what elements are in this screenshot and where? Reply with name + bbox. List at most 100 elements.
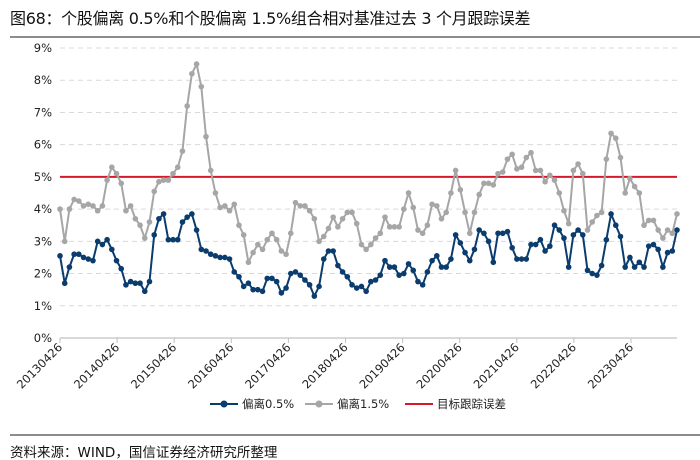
series-0-5-point xyxy=(575,227,581,233)
series-1-5-point xyxy=(580,170,586,177)
series-0-5-point xyxy=(349,282,355,288)
series-1-5-point xyxy=(612,135,619,142)
series-1-5-point xyxy=(325,225,332,232)
series-1-5-point xyxy=(636,190,643,196)
series-0-5-point xyxy=(127,278,134,285)
series-0-5-point xyxy=(466,257,473,264)
series-0-5-point xyxy=(542,248,548,254)
series-0-5-point xyxy=(189,211,195,217)
y-tick-label: 1% xyxy=(34,299,52,313)
series-1-5-point xyxy=(94,207,101,214)
series-1-5-point xyxy=(174,164,181,171)
series-1-5-point xyxy=(372,235,379,241)
series-1-5-point xyxy=(335,224,341,230)
series-0-5-point xyxy=(325,248,332,254)
x-tick-label: 20200426 xyxy=(414,340,465,391)
series-1-5-point xyxy=(674,211,680,217)
series-1-5-point xyxy=(556,190,563,196)
series-1-5-point xyxy=(245,259,252,266)
series-0-5-point xyxy=(71,251,77,258)
series-0-5-point xyxy=(353,285,360,291)
series-1-5-point xyxy=(212,190,219,196)
series-0-5-point xyxy=(287,270,294,277)
y-tick-label: 5% xyxy=(34,170,52,184)
series-1-5-point xyxy=(156,178,162,185)
series-1-5-point xyxy=(137,222,143,229)
series-1-5-point xyxy=(532,167,539,174)
series-0-5-point xyxy=(481,230,487,237)
series-1-5-point xyxy=(330,214,336,220)
series-0-5-point xyxy=(94,238,101,245)
series-1-5-point xyxy=(631,183,638,190)
series-1-5-point xyxy=(490,182,497,188)
series-1-5-point xyxy=(401,206,407,212)
series-1-5-point xyxy=(170,170,176,177)
legend-label: 偏离1.5% xyxy=(337,397,389,411)
series-0-5-point xyxy=(584,267,591,274)
x-tick-label: 20160426 xyxy=(185,340,236,391)
series-1-5-point xyxy=(363,246,369,253)
series-1-5-point xyxy=(71,196,77,203)
series-0-5-point xyxy=(405,261,412,267)
series-0-5-point xyxy=(551,222,558,229)
series-0-5-point xyxy=(612,222,619,229)
legend-label: 偏离0.5% xyxy=(242,397,294,411)
series-1-5-point xyxy=(551,177,558,183)
series-0-5-point xyxy=(174,236,181,243)
series-0-5-point xyxy=(368,278,374,285)
series-0-5-point xyxy=(664,249,671,256)
series-0-5-point xyxy=(547,243,553,249)
series-1-5-point xyxy=(320,233,327,240)
series-0-5-point xyxy=(61,280,68,287)
series-1-5-point xyxy=(269,230,275,237)
series-0-5-line xyxy=(59,210,678,299)
series-1-5-point xyxy=(292,199,299,206)
y-tick-label: 0% xyxy=(34,331,52,345)
series-0-5-point xyxy=(273,278,280,285)
series-0-5-point xyxy=(457,240,464,246)
x-tick-label: 20190426 xyxy=(356,340,407,391)
series-1-5-point xyxy=(627,175,633,182)
series-0-5-point xyxy=(109,246,115,253)
series-1-5-point xyxy=(189,70,195,77)
series-1-5-point xyxy=(278,248,285,254)
series-1-5-point xyxy=(396,224,402,230)
series-1-5-line xyxy=(59,61,678,266)
series-1-5-point xyxy=(236,222,242,229)
series-1-5-point xyxy=(132,215,139,222)
series-1-5-point xyxy=(476,191,482,198)
series-0-5-point xyxy=(123,282,129,288)
series-1-5-point xyxy=(287,230,294,237)
series-0-5-point xyxy=(598,262,605,269)
x-tick-label: 20140426 xyxy=(71,340,122,391)
series-1-5-point xyxy=(306,207,313,214)
series-0-5-point xyxy=(198,246,205,253)
series-0-5-point xyxy=(382,257,388,264)
series-1-5-point xyxy=(504,156,511,162)
series-0-5-point xyxy=(113,257,120,264)
series-0-5-point xyxy=(231,269,238,275)
series-0-5-point xyxy=(532,241,539,248)
series-1-5-point xyxy=(594,212,600,219)
series-1-5-point xyxy=(660,235,666,241)
series-0-5-point xyxy=(99,241,106,248)
series-0-5-point xyxy=(495,230,501,237)
series-1-5-point xyxy=(231,201,238,208)
series-1-5-point xyxy=(537,167,544,174)
series-0-5-point xyxy=(297,272,304,278)
series-0-5-point xyxy=(674,227,680,233)
series-0-5-point xyxy=(401,270,407,277)
series-0-5-point xyxy=(565,264,572,270)
series-1-5-point xyxy=(608,130,614,137)
series-0-5-point xyxy=(419,282,426,288)
series-0-5-point xyxy=(514,256,520,262)
source-note: 资料来源：WIND，国信证券经济研究所整理 xyxy=(10,445,278,460)
series-1-5-point xyxy=(104,177,110,183)
series-0-5-point xyxy=(471,246,478,253)
series-1-5-point xyxy=(462,209,468,216)
series-0-5-point xyxy=(358,283,365,290)
series-0-5-point xyxy=(372,277,379,283)
x-tick-label: 20220426 xyxy=(528,340,579,391)
series-1-5-point xyxy=(127,203,134,209)
